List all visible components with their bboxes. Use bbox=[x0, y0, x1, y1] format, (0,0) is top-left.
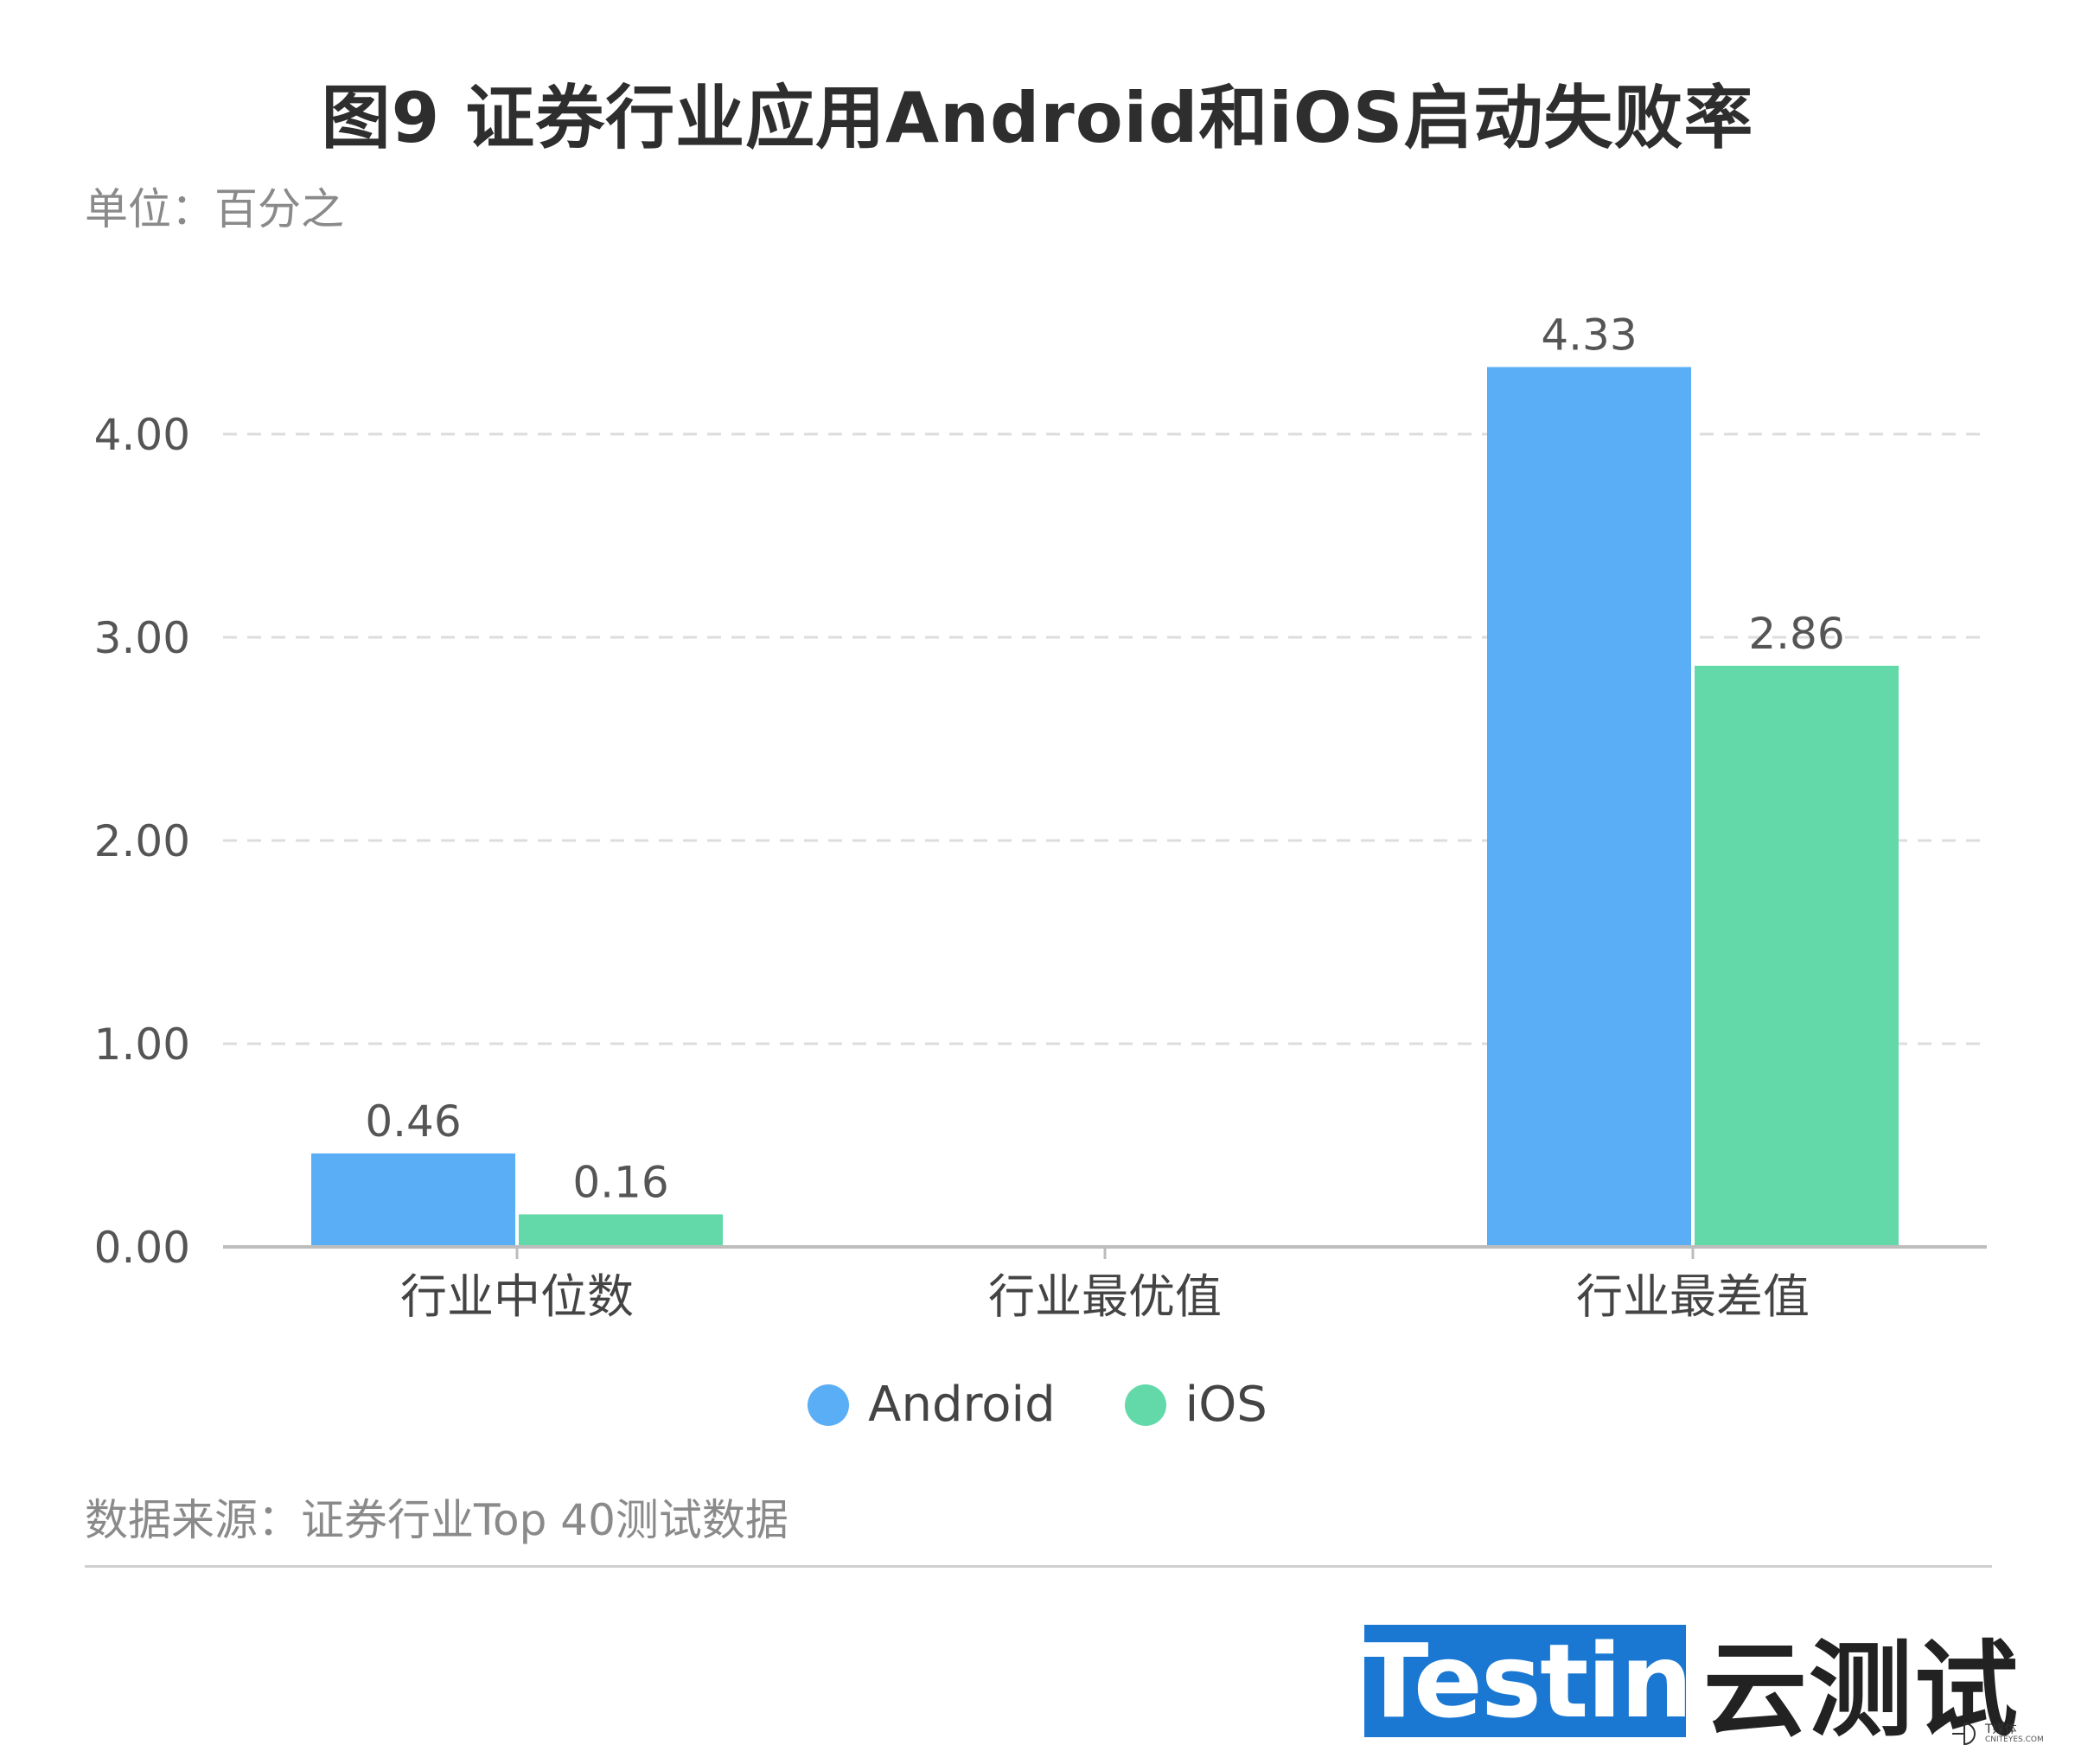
testin-logo-wordmark: Testin bbox=[1359, 1621, 1693, 1741]
x-axis bbox=[223, 1245, 1987, 1259]
bar-ios bbox=[1695, 665, 1899, 1247]
watermark-text: T媒体 bbox=[1985, 1722, 2017, 1736]
category-label: 行业最差值 bbox=[1576, 1269, 1810, 1324]
watermark: T媒体 CNITEYES.COM bbox=[1952, 1721, 2044, 1747]
category-label: 行业中位数 bbox=[400, 1269, 634, 1324]
legend-item-android[interactable]: Android bbox=[808, 1377, 1056, 1433]
bar-android bbox=[1487, 367, 1691, 1247]
testin-logo: Testin 云测试 bbox=[1359, 1606, 2020, 1756]
category-labels: 行业中位数 行业最优值 行业最差值 bbox=[400, 1269, 1810, 1324]
ios-color-dot-icon bbox=[1124, 1384, 1166, 1426]
y-tick-label: 3.00 bbox=[94, 613, 190, 663]
data-label: 0.16 bbox=[572, 1157, 668, 1207]
data-source-note: 数据来源：证券行业Top 40测试数据 bbox=[85, 1495, 788, 1545]
bars bbox=[311, 367, 1899, 1247]
legend-label-android: Android bbox=[868, 1377, 1056, 1433]
data-label: 2.86 bbox=[1748, 609, 1844, 659]
chart-title: 图9 证券行业应用Android和iOS启动失败率 bbox=[321, 78, 1754, 158]
y-axis-ticks: 0.00 1.00 2.00 3.00 4.00 bbox=[94, 410, 190, 1273]
data-labels: 0.46 0.16 4.33 2.86 bbox=[365, 310, 1844, 1207]
legend-item-ios[interactable]: iOS bbox=[1124, 1377, 1267, 1433]
testin-logo-cn: 云测试 bbox=[1703, 1631, 2020, 1751]
watermark-icon bbox=[1952, 1722, 1976, 1746]
legend-label-ios: iOS bbox=[1184, 1377, 1267, 1433]
bar-android bbox=[311, 1153, 515, 1247]
bar-ios bbox=[519, 1214, 723, 1247]
footer-divider bbox=[85, 1565, 1992, 1568]
watermark-sub: CNITEYES.COM bbox=[1985, 1735, 2044, 1744]
y-tick-label: 4.00 bbox=[94, 410, 190, 460]
category-label: 行业最优值 bbox=[988, 1269, 1222, 1324]
y-tick-label: 0.00 bbox=[94, 1223, 190, 1273]
y-tick-label: 2.00 bbox=[94, 816, 190, 866]
data-label: 0.46 bbox=[365, 1096, 461, 1147]
data-label: 4.33 bbox=[1541, 310, 1637, 360]
grid-lines bbox=[223, 432, 1987, 1045]
legend: Android iOS bbox=[0, 1377, 2075, 1433]
android-color-dot-icon bbox=[808, 1384, 850, 1426]
y-tick-label: 1.00 bbox=[94, 1019, 190, 1070]
unit-label: 单位：百分之 bbox=[85, 184, 344, 234]
